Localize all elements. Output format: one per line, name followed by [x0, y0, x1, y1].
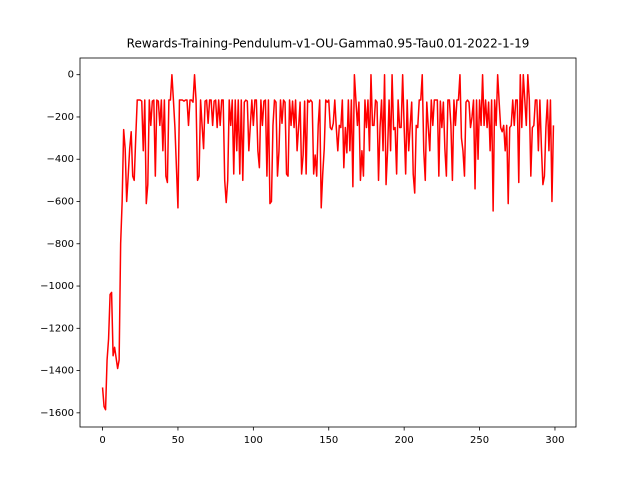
chart-title: Rewards-Training-Pendulum-v1-OU-Gamma0.9… — [127, 37, 530, 51]
y-tick-label: −1200 — [40, 323, 74, 334]
y-tick-label: −200 — [47, 112, 74, 123]
data-line — [101, 73, 555, 411]
plot-area — [101, 73, 555, 411]
x-tick-label: 150 — [319, 435, 338, 446]
y-tick-label: −600 — [47, 197, 74, 208]
y-tick-label: −800 — [47, 239, 74, 250]
axes-frame — [79, 57, 577, 428]
y-tick-label: −1600 — [40, 408, 74, 419]
y-tick-label: −1400 — [40, 366, 74, 377]
x-tick-label: 0 — [99, 435, 105, 446]
x-tick-label: 250 — [470, 435, 489, 446]
y-tick-label: −1000 — [40, 281, 74, 292]
x-tick-label: 300 — [545, 435, 564, 446]
y-tick-label: −400 — [47, 154, 74, 165]
x-tick-label: 100 — [244, 435, 263, 446]
x-tick-label: 50 — [172, 435, 185, 446]
x-tick-label: 200 — [395, 435, 414, 446]
y-tick-label: 0 — [68, 70, 74, 81]
